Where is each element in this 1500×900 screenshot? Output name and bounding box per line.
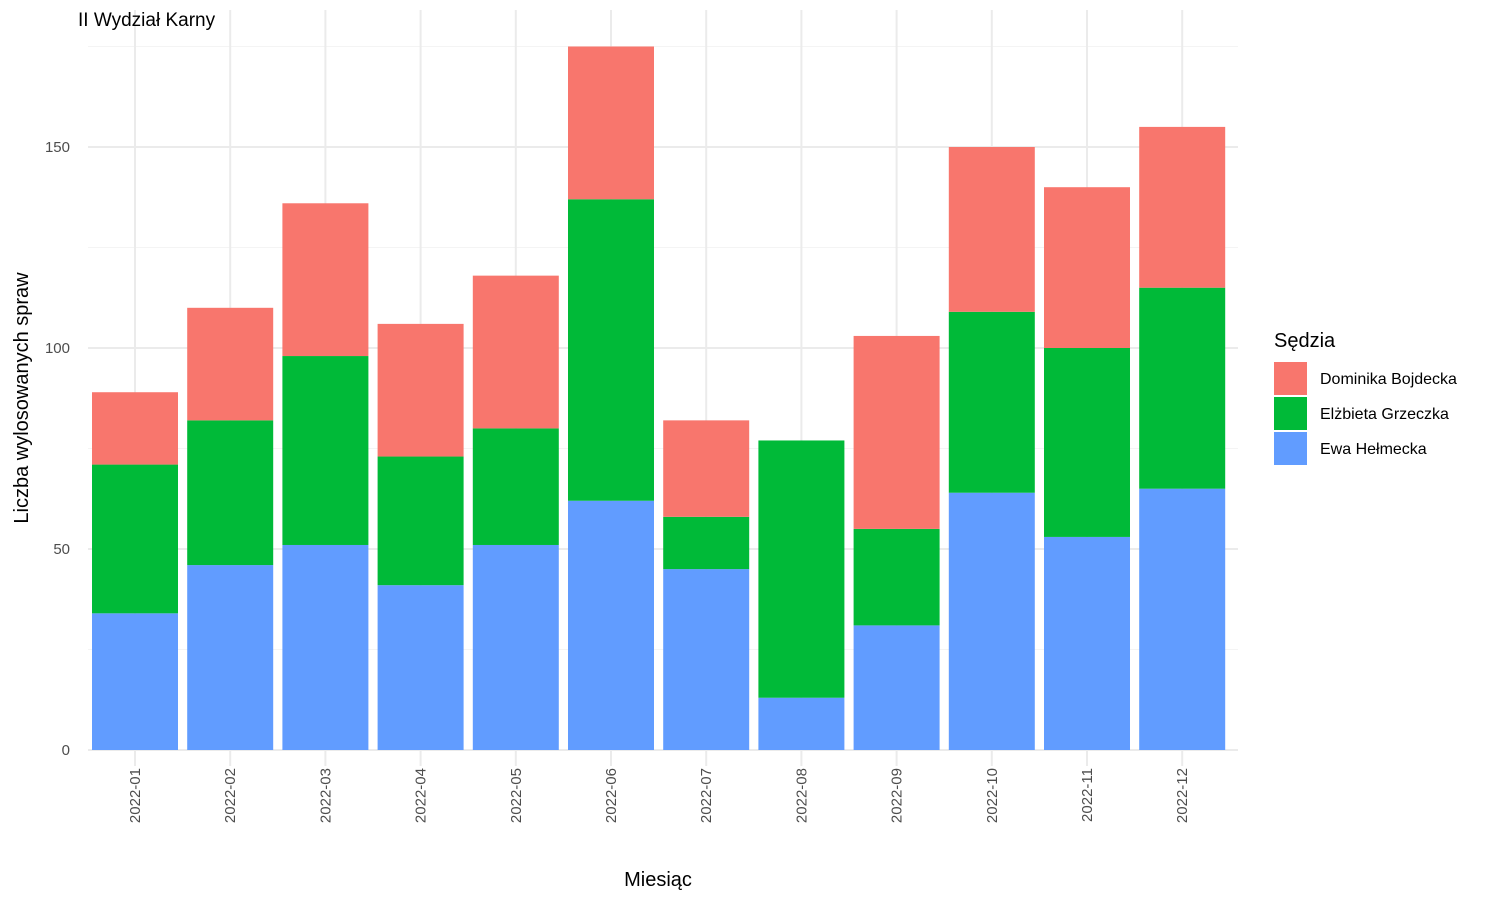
bar-segment [187, 420, 274, 566]
x-tick-label: 2022-04 [413, 768, 430, 823]
bar-segment [282, 544, 369, 750]
x-axis-title: Miesiąc [624, 869, 692, 891]
bar-segment [282, 203, 369, 357]
bar-segment [472, 544, 559, 750]
x-tick-label: 2022-12 [1174, 768, 1191, 823]
bar-segment [663, 516, 750, 570]
bar-segment [568, 46, 654, 200]
bar-segment [568, 199, 654, 501]
x-tick-label: 2022-11 [1079, 768, 1096, 822]
bar-segment [948, 492, 1035, 750]
legend: Sędzia Dominika Bojdecka Elżbieta Grzeczk… [1274, 330, 1457, 465]
bar-segment [948, 147, 1035, 312]
bar-segment [1139, 126, 1226, 288]
legend-label: Ewa Hełmecka [1320, 441, 1427, 458]
bar-segment [663, 420, 750, 517]
x-tick-label: 2022-02 [222, 768, 239, 823]
bar-segment [282, 356, 369, 545]
bar-segment [377, 585, 464, 750]
x-tick-label: 2022-03 [317, 768, 334, 823]
bar-segment [92, 613, 178, 750]
x-tick-label: 2022-07 [698, 768, 715, 823]
legend-label: Elżbieta Grzeczka [1320, 406, 1449, 423]
bar-segment [948, 311, 1035, 493]
bar-segment [853, 335, 940, 529]
bar-segment [853, 625, 940, 750]
x-tick-label: 2022-05 [508, 768, 525, 823]
y-tick-label: 50 [53, 541, 70, 558]
legend-swatch [1274, 362, 1307, 395]
legend-swatch [1274, 397, 1307, 430]
chart-title: II Wydział Karny [78, 10, 216, 31]
x-tick-label: 2022-06 [603, 768, 620, 823]
bar-segment [1044, 536, 1130, 750]
x-axis-ticks: 2022-01 2022-02 2022-03 2022-04 2022-05 2022-… [127, 768, 1191, 823]
bar-segment [1044, 348, 1130, 537]
x-tick-label: 2022-08 [793, 768, 810, 823]
bar-segment [472, 428, 559, 545]
bar-segment [663, 569, 750, 750]
bar-segment [377, 456, 464, 586]
legend-label: Dominika Bojdecka [1320, 371, 1457, 388]
legend-swatch [1274, 432, 1307, 465]
bar-segment [187, 565, 274, 750]
x-tick-label: 2022-09 [889, 768, 906, 823]
legend-title: Sędzia [1274, 330, 1336, 352]
bar-segment [758, 697, 845, 750]
x-tick-label: 2022-01 [127, 768, 144, 823]
bar-segment [853, 528, 940, 626]
bar-segment [758, 440, 845, 698]
bar-segment [187, 307, 274, 421]
bar-segment [1139, 287, 1226, 489]
y-tick-label: 150 [45, 139, 70, 156]
bars-layer [92, 46, 1226, 750]
bar-segment [92, 464, 178, 614]
y-tick-label: 0 [62, 742, 70, 759]
legend-items: Dominika Bojdecka Elżbieta Grzeczka Ewa He… [1274, 362, 1457, 465]
y-axis-title: Liczba wylosowanych spraw [11, 272, 33, 524]
bar-segment [92, 392, 178, 465]
bar-segment [1139, 488, 1226, 750]
x-tick-label: 2022-10 [984, 768, 1001, 823]
y-tick-label: 100 [45, 340, 70, 357]
bar-segment [377, 323, 464, 457]
bar-segment [568, 500, 654, 750]
bar-segment [472, 275, 559, 429]
bar-segment [1044, 187, 1130, 348]
y-axis-ticks: 0 50 100 150 [45, 139, 70, 759]
